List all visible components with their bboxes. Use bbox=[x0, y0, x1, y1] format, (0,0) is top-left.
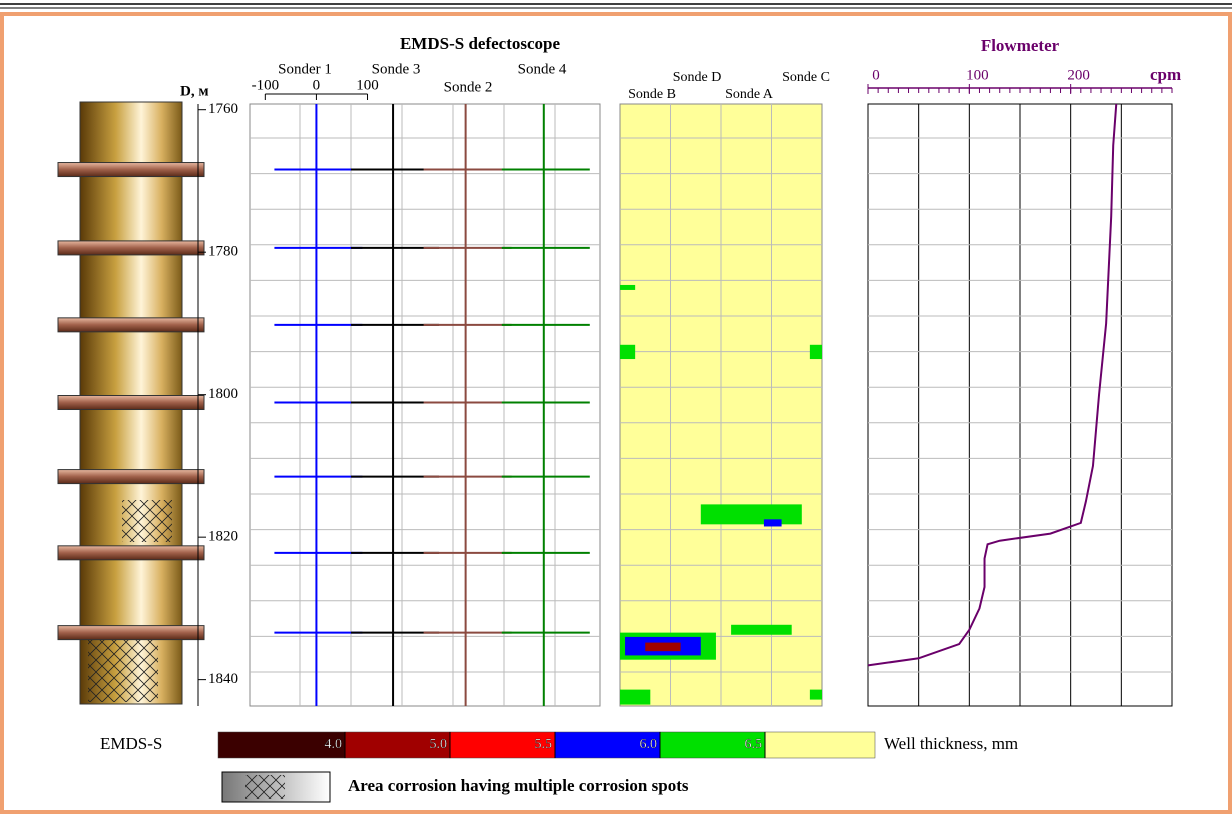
corrosion-icon-hatch bbox=[245, 775, 285, 799]
legend-label: Sonde 2 bbox=[444, 79, 493, 95]
legend-label: Sonde 4 bbox=[518, 61, 567, 77]
y-tick-label: 1760 bbox=[208, 101, 238, 117]
title: EMDS-S defectoscope bbox=[400, 34, 561, 53]
frame bbox=[0, 12, 1232, 814]
thickness-spot bbox=[645, 642, 681, 652]
sonde-trace bbox=[274, 104, 363, 706]
sonde-trace bbox=[423, 104, 512, 706]
x-tick-label: 100 bbox=[356, 77, 379, 93]
scale-label: 6.5 bbox=[745, 737, 763, 752]
x-tick-label: 200 bbox=[1067, 67, 1090, 83]
lane-label: Sonde D bbox=[673, 70, 722, 85]
scale-label: 5.0 bbox=[430, 737, 448, 752]
y-tick-label: 1840 bbox=[208, 671, 238, 687]
pipe-collar bbox=[57, 240, 205, 256]
scale-label: 5.5 bbox=[535, 737, 553, 752]
legend-note: Area corrosion having multiple corrosion… bbox=[348, 776, 689, 795]
pipe-collar bbox=[57, 469, 205, 485]
pipe-collar bbox=[57, 317, 205, 333]
scale-label: 6.0 bbox=[640, 737, 658, 752]
x-tick-label: -100 bbox=[252, 77, 280, 93]
pipe-collar bbox=[57, 625, 205, 641]
pipe-collar bbox=[57, 162, 205, 178]
panel bbox=[249, 103, 601, 707]
legend-label: Sonder 1 bbox=[278, 61, 332, 77]
corrosion-area bbox=[122, 500, 172, 542]
sonde-trace bbox=[501, 104, 590, 706]
thickness-spot bbox=[620, 689, 651, 705]
flow-line bbox=[867, 103, 1118, 667]
thickness-spot bbox=[700, 504, 802, 525]
color-segment bbox=[449, 731, 556, 759]
title: Flowmeter bbox=[981, 36, 1060, 55]
lane-label: Sonde C bbox=[782, 70, 830, 85]
axis-title: D, м bbox=[180, 83, 209, 99]
scale-label: 4.0 bbox=[325, 737, 343, 752]
legend-label: Sonde 3 bbox=[372, 61, 421, 77]
color-segment bbox=[764, 731, 876, 759]
sonde-trace bbox=[351, 104, 440, 706]
color-segment bbox=[217, 731, 346, 759]
x-tick-label: 100 bbox=[966, 67, 989, 83]
x-tick-label: 0 bbox=[872, 67, 880, 83]
color-segment bbox=[659, 731, 766, 759]
thickness-spot bbox=[620, 344, 636, 360]
pipe-collar bbox=[57, 545, 205, 561]
thickness-spot bbox=[763, 519, 782, 527]
x-tick-label: 0 bbox=[313, 77, 321, 93]
thickness-spot bbox=[809, 344, 822, 360]
y-tick-label: 1780 bbox=[208, 244, 238, 260]
thickness-spot bbox=[809, 689, 822, 700]
legend-label: EMDS-S bbox=[100, 734, 162, 753]
corrosion-area bbox=[88, 640, 158, 702]
lane-label: Sonde A bbox=[725, 87, 774, 102]
y-tick-label: 1820 bbox=[208, 529, 238, 545]
thickness-spot bbox=[731, 624, 792, 635]
axis-title: cpm bbox=[1150, 65, 1181, 84]
thickness-spot bbox=[620, 284, 636, 290]
y-tick-label: 1800 bbox=[208, 386, 238, 402]
lane-label: Sonde B bbox=[628, 87, 676, 102]
legend-title: Well thickness, mm bbox=[884, 734, 1018, 753]
pipe-collar bbox=[57, 395, 205, 411]
